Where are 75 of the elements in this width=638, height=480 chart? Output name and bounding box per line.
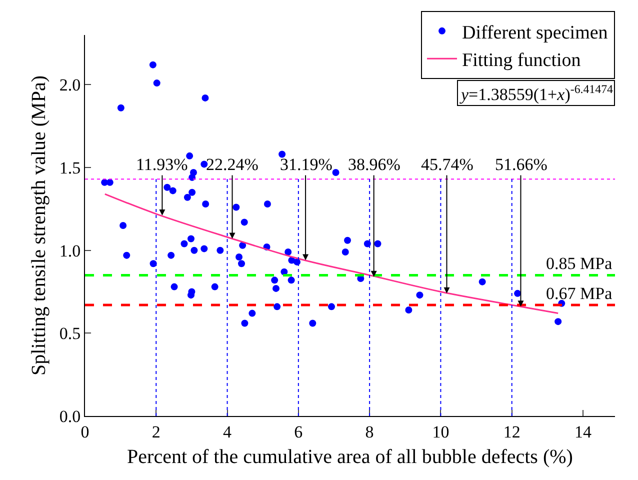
- ref-line-label: 0.85 MPa: [546, 254, 613, 273]
- annotation: 11.93%: [136, 155, 188, 174]
- point: [150, 260, 157, 268]
- point: [416, 292, 424, 299]
- point: [211, 283, 218, 290]
- x-tick-label: 14: [574, 422, 592, 442]
- point: [271, 276, 278, 284]
- point: [202, 200, 210, 208]
- point: [149, 61, 156, 68]
- y-tick-label: 0.5: [59, 324, 81, 344]
- point: [190, 246, 198, 254]
- point: [169, 187, 176, 194]
- point: [188, 188, 196, 196]
- point: [328, 303, 335, 310]
- point: [238, 260, 246, 268]
- x-axis-title: Percent of the cumulative area of all bubble defects (%): [127, 446, 573, 468]
- point: [274, 303, 281, 310]
- point: [332, 168, 340, 176]
- point: [478, 278, 486, 286]
- point: [188, 174, 196, 181]
- annotation: 22.24%: [206, 155, 258, 174]
- y-tick-label: 1.5: [59, 158, 81, 178]
- y-tick-label: 0.0: [59, 406, 81, 426]
- point: [284, 248, 292, 256]
- x-tick-label: 8: [365, 422, 374, 442]
- point: [272, 284, 280, 292]
- legend-label: Fitting function: [462, 50, 582, 72]
- point: [188, 292, 194, 299]
- annotation: 38.96%: [348, 155, 400, 174]
- point: [117, 104, 124, 112]
- x-tick-label: 0: [80, 422, 90, 442]
- point: [120, 222, 127, 229]
- x-tick-label: 12: [503, 422, 520, 442]
- y-tick-label: 2.0: [59, 76, 81, 95]
- point: [188, 235, 194, 242]
- point: [514, 290, 522, 297]
- x-tick-label: 6: [294, 422, 303, 442]
- point: [168, 252, 175, 259]
- annotation: y=1.38559(1+x)$^{-6.41474}$: [459, 82, 614, 104]
- x-tick-label: 4: [223, 422, 232, 442]
- point: [216, 246, 224, 254]
- point: [248, 310, 256, 317]
- point: [236, 253, 243, 260]
- point: [186, 152, 194, 160]
- point: [202, 94, 209, 102]
- annotation: 31.19%: [280, 155, 332, 174]
- annotation: 45.74%: [421, 155, 474, 174]
- point: [232, 204, 240, 211]
- y-axis-title: Splitting tensile strength value (MPa): [28, 76, 50, 376]
- point: [180, 240, 188, 248]
- point: [288, 276, 295, 284]
- point: [106, 178, 114, 186]
- point: [264, 200, 271, 208]
- point: [374, 240, 382, 248]
- point: [184, 194, 191, 201]
- point: [200, 245, 208, 252]
- point: [241, 320, 248, 327]
- point: [554, 318, 562, 326]
- point: [278, 150, 286, 158]
- point: [164, 184, 171, 191]
- ref-line-label: 0.67 MPa: [546, 284, 613, 303]
- point: [153, 80, 160, 87]
- x-tick-label: 2: [152, 422, 160, 442]
- legend-label: Different specimen: [462, 22, 608, 44]
- x-tick-label: 10: [432, 422, 450, 442]
- point: [123, 252, 130, 259]
- point: [342, 248, 349, 256]
- point: [240, 218, 248, 226]
- point: [309, 320, 316, 327]
- point: [239, 242, 246, 249]
- annotation: 51.66%: [495, 155, 548, 174]
- point: [344, 236, 352, 244]
- y-tick-label: 1.0: [59, 241, 81, 260]
- point: [170, 283, 178, 290]
- point: [405, 306, 412, 314]
